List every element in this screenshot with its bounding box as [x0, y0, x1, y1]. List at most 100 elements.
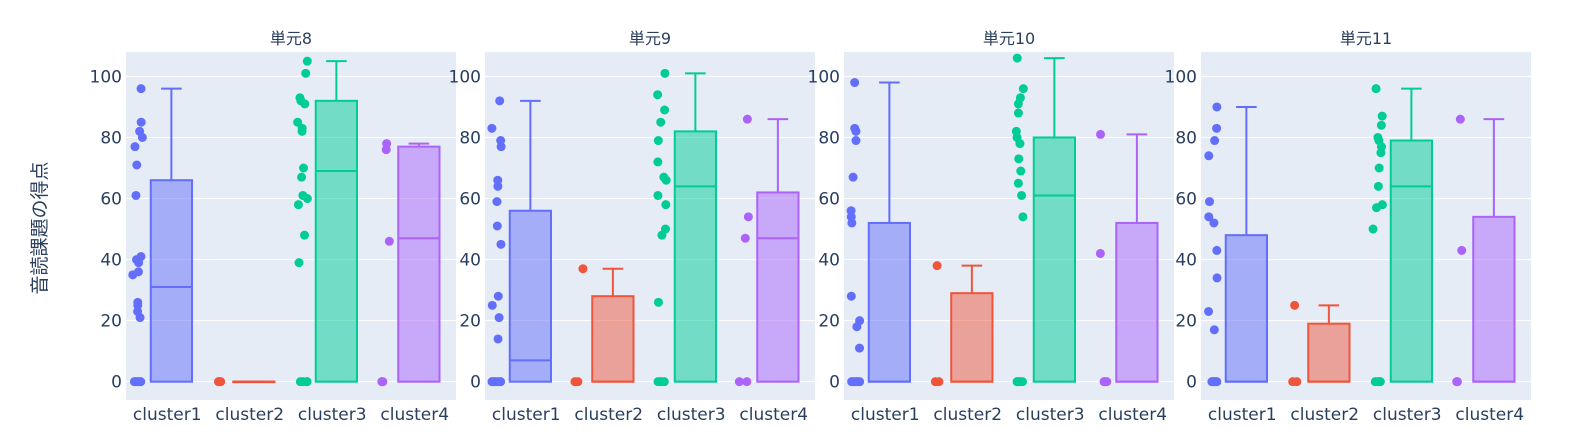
data-point: [653, 157, 663, 167]
x-tick-label: cluster2: [1290, 405, 1359, 425]
x-tick-label: cluster1: [851, 405, 920, 425]
x-tick-label: cluster2: [574, 405, 643, 425]
data-point: [656, 117, 666, 127]
data-point: [848, 377, 858, 387]
y-tick-label: 100: [90, 67, 122, 87]
data-point: [1457, 245, 1467, 255]
x-tick-label: cluster2: [215, 405, 284, 425]
y-tick-label: 0: [470, 373, 481, 393]
data-point: [1368, 224, 1378, 234]
data-point: [1204, 151, 1214, 161]
y-tick-label: 40: [100, 251, 122, 271]
data-point: [1211, 377, 1221, 387]
data-point: [1371, 84, 1381, 94]
box-body: [1224, 234, 1268, 383]
box-body: [673, 130, 717, 383]
data-point: [130, 142, 140, 152]
data-point: [846, 291, 856, 301]
y-tick-label: 0: [829, 373, 840, 393]
x-tick-label: cluster4: [739, 405, 808, 425]
box-body: [1115, 221, 1159, 383]
data-point: [848, 172, 858, 182]
data-point: [1212, 102, 1222, 112]
data-point: [214, 377, 224, 387]
data-point: [1011, 126, 1021, 136]
data-point: [378, 377, 388, 387]
y-tick-label: 100: [1165, 67, 1197, 87]
y-tick-label: 80: [100, 128, 122, 148]
data-point: [489, 377, 499, 387]
x-tick-label: cluster3: [298, 405, 367, 425]
data-point: [1210, 136, 1220, 146]
y-tick-label: 40: [459, 251, 481, 271]
y-tick-label: 40: [818, 251, 840, 271]
data-point: [855, 343, 865, 353]
data-point: [1212, 123, 1222, 133]
x-tick-label: cluster4: [1455, 405, 1524, 425]
box-body: [397, 145, 441, 383]
data-point: [934, 377, 944, 387]
data-point: [851, 136, 861, 146]
y-tick-label: 20: [1175, 312, 1197, 332]
y-tick-label: 80: [459, 128, 481, 148]
data-point: [384, 236, 394, 246]
data-point: [302, 56, 312, 66]
data-point: [1292, 377, 1302, 387]
box-cluster2: [930, 261, 994, 387]
data-point: [660, 224, 670, 234]
data-point: [850, 123, 860, 133]
data-point: [495, 96, 505, 106]
data-point: [659, 172, 669, 182]
data-point: [135, 126, 145, 136]
data-point: [496, 377, 506, 387]
box-cluster4: [1095, 129, 1159, 387]
data-point: [1012, 377, 1022, 387]
box-cluster4: [1452, 114, 1516, 387]
data-point: [1374, 163, 1384, 173]
data-point: [1013, 108, 1023, 118]
data-point: [487, 123, 497, 133]
data-point: [1099, 377, 1109, 387]
data-point: [294, 258, 304, 268]
data-point: [1373, 181, 1383, 191]
data-point: [846, 206, 856, 216]
box-body: [314, 99, 358, 383]
y-tick-label: 0: [111, 373, 122, 393]
data-point: [496, 239, 506, 249]
data-point: [1212, 245, 1222, 255]
box-cluster1: [1204, 102, 1268, 387]
data-point: [653, 90, 663, 100]
data-point: [136, 84, 146, 94]
box-cluster3: [653, 68, 717, 387]
data-point: [1095, 129, 1105, 139]
data-point: [1016, 166, 1026, 176]
y-tick-label: 80: [818, 128, 840, 148]
data-point: [742, 377, 752, 387]
box-body: [950, 292, 994, 383]
data-point: [659, 377, 669, 387]
data-point: [133, 297, 143, 307]
data-point: [493, 291, 503, 301]
data-point: [1014, 154, 1024, 164]
data-point: [1452, 377, 1462, 387]
x-tick-label: cluster3: [1016, 405, 1085, 425]
data-point: [1376, 120, 1386, 130]
x-tick-label: cluster1: [1208, 405, 1277, 425]
y-tick-label: 20: [818, 312, 840, 332]
data-point: [299, 163, 309, 173]
box-body: [1307, 322, 1351, 383]
data-point: [661, 200, 671, 210]
y-tick-label: 20: [459, 312, 481, 332]
data-point: [1018, 84, 1028, 94]
x-tick-label: cluster3: [657, 405, 726, 425]
data-point: [1204, 306, 1214, 316]
data-point: [743, 212, 753, 222]
data-point: [133, 267, 143, 277]
data-point: [932, 261, 942, 271]
data-point: [1204, 212, 1214, 222]
data-point: [136, 252, 146, 262]
y-tick-label: 60: [1175, 190, 1197, 210]
data-point: [487, 300, 497, 310]
